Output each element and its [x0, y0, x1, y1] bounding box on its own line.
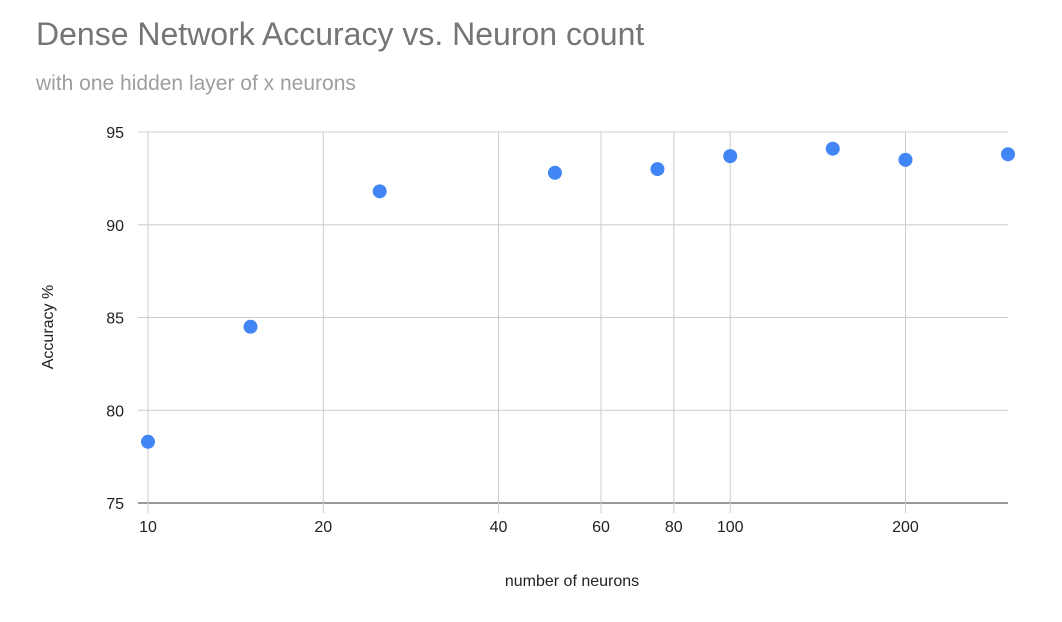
- x-tick-label: 40: [490, 519, 508, 536]
- data-point: [547, 165, 562, 180]
- y-tick-label: 85: [106, 311, 124, 328]
- x-tick-label: 200: [892, 519, 919, 536]
- y-tick-label: 90: [106, 218, 124, 235]
- data-point: [898, 152, 913, 167]
- y-tick-label: 95: [106, 125, 124, 142]
- data-point: [372, 184, 387, 199]
- y-axis-label: Accuracy %: [40, 285, 57, 369]
- y-tick-label: 80: [106, 403, 124, 420]
- x-tick-labels: 10 20 40 60 80 100 200: [139, 519, 919, 536]
- data-point: [1001, 147, 1015, 162]
- y-tick-labels: 75 80 85 90 95: [106, 125, 124, 513]
- x-tick-label: 10: [139, 519, 157, 536]
- data-point: [141, 434, 155, 449]
- data-point: [723, 149, 738, 164]
- data-point: [243, 319, 258, 334]
- chart-title: Dense Network Accuracy vs. Neuron count: [36, 16, 645, 52]
- x-tick-label: 20: [314, 519, 332, 536]
- x-tick-label: 80: [665, 519, 683, 536]
- y-tick-label: 75: [106, 496, 124, 513]
- x-axis-label: number of neurons: [505, 573, 639, 590]
- x-tick-label: 60: [592, 519, 610, 536]
- data-point: [825, 141, 840, 156]
- gridlines: [138, 131, 1008, 513]
- chart-subtitle: with one hidden layer of x neurons: [36, 72, 356, 95]
- x-tick-label: 100: [717, 519, 744, 536]
- data-points: [141, 141, 1015, 449]
- data-point: [650, 162, 665, 177]
